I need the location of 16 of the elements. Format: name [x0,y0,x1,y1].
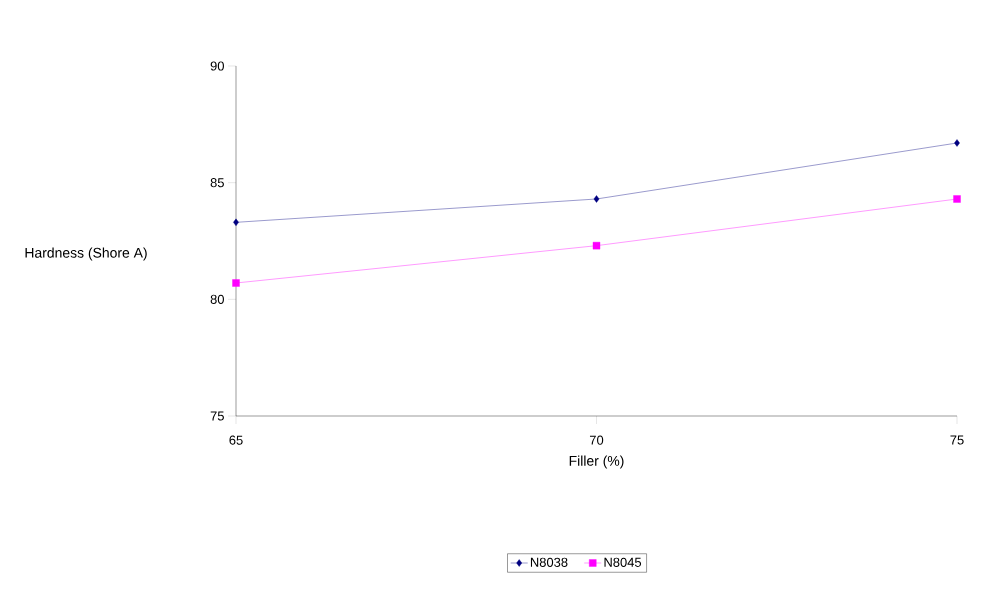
legend-label: N8045 [604,557,642,567]
x-tick-label: 70 [589,435,604,445]
point [592,241,601,250]
y-tick-label: 80 [210,294,224,304]
x-tick-label: 65 [229,435,243,445]
x-tick-label: 75 [950,435,964,445]
point [232,279,240,287]
y-tick-label: 85 [210,178,224,188]
y-tick-label: 90 [210,61,224,71]
point [953,195,961,203]
point [954,139,960,147]
point [593,195,600,203]
x-axis-title: Filler (%) [569,455,624,469]
y-axis-title: Hardness (Shore A) [25,247,147,261]
y-tick-label: 75 [210,411,224,421]
legend-label: N8038 [530,557,568,567]
